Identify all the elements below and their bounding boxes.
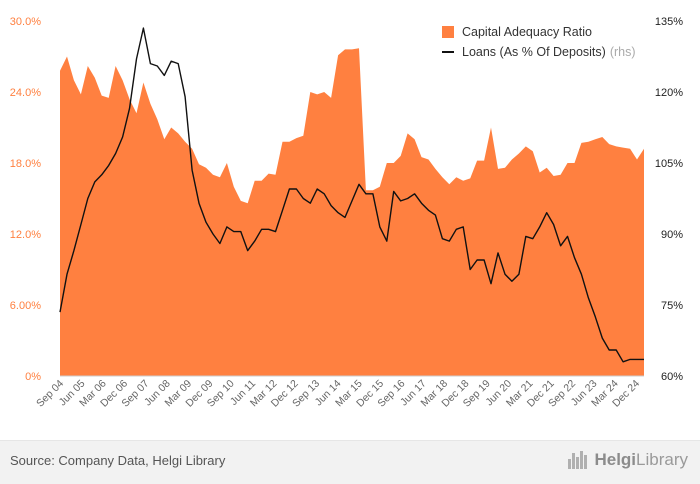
chart-svg: 0% 6.00% 12.0% 18.0% 24.0% 30.0% 60% 75% 90% 105%… xyxy=(10,16,683,410)
right-axis-tick: 75% xyxy=(661,300,683,312)
legend-area-label: Capital Adequacy Ratio xyxy=(462,25,592,39)
loans-to-deposits-line xyxy=(59,27,644,363)
right-axis-tick: 135% xyxy=(655,16,683,28)
left-axis-tick: 12.0% xyxy=(10,229,41,241)
legend-area-swatch xyxy=(442,26,454,38)
capital-adequacy-area xyxy=(60,48,644,376)
left-axis-tick: 30.0% xyxy=(10,16,41,28)
library-bars-icon xyxy=(568,451,588,469)
legend-rhs-suffix: (rhs) xyxy=(609,45,636,59)
footer: Source: Company Data, Helgi Library Helg… xyxy=(0,440,700,484)
left-axis-tick: 24.0% xyxy=(10,87,41,99)
left-axis-tick: 18.0% xyxy=(10,158,41,170)
left-axis-tick: 0% xyxy=(25,371,41,383)
left-axis-tick: 6.00% xyxy=(10,300,41,312)
legend-line-label: Loans (As % Of Deposits) xyxy=(462,45,606,59)
right-axis-tick: 60% xyxy=(661,371,683,383)
legend-item-loans: Loans (As % Of Deposits) (rhs) xyxy=(442,42,636,62)
right-axis-tick: 105% xyxy=(655,158,683,170)
legend-line-swatch xyxy=(442,51,454,53)
logo-prefix: Helgi xyxy=(594,450,637,469)
helgi-library-logo: Helgi Library xyxy=(568,450,688,470)
right-axis-tick: 120% xyxy=(655,87,683,99)
chart-legend: Capital Adequacy Ratio Loans (As % Of De… xyxy=(442,22,636,62)
logo-suffix: Library xyxy=(636,450,688,469)
legend-item-capital-adequacy: Capital Adequacy Ratio xyxy=(442,22,636,42)
source-text: Source: Company Data, Helgi Library xyxy=(10,453,226,468)
chart-area: 0% 6.00% 12.0% 18.0% 24.0% 30.0% 60% 75% 90% 105%… xyxy=(10,16,683,410)
right-axis-tick: 90% xyxy=(661,229,683,241)
